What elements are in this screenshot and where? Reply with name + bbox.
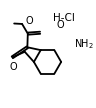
Text: NH$_2$: NH$_2$ xyxy=(74,37,94,51)
Text: H-Cl: H-Cl xyxy=(53,13,75,23)
Text: O: O xyxy=(10,62,17,72)
Text: O: O xyxy=(57,20,64,29)
Text: O: O xyxy=(26,16,33,26)
